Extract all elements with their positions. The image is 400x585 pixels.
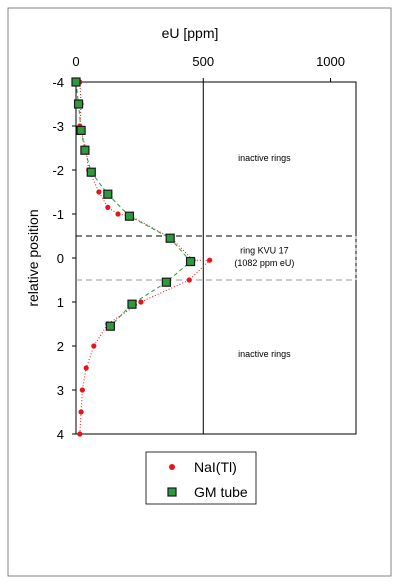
data-point-nai — [207, 257, 213, 263]
x-tick-label: 500 — [192, 54, 214, 69]
y-tick-label: 3 — [57, 383, 64, 398]
y-tick-label: -4 — [52, 75, 64, 90]
x-tick-label: 1000 — [316, 54, 345, 69]
data-point-gm — [73, 99, 84, 109]
y-tick-label: -3 — [52, 119, 64, 134]
legend-gm-label: GM tube — [194, 484, 248, 500]
data-point-nai — [105, 204, 111, 210]
data-point-gm — [80, 145, 90, 155]
data-point-nai — [138, 299, 144, 305]
data-point-gm — [161, 277, 171, 287]
data-point-gm — [103, 189, 113, 199]
data-point-nai — [83, 365, 89, 371]
data-point-gm — [165, 233, 175, 243]
x-tick-label: 0 — [72, 54, 79, 69]
y-tick-label: 2 — [57, 339, 64, 354]
data-point-gm — [71, 77, 81, 87]
legend-nai-label: NaI(Tl) — [194, 459, 237, 475]
data-point-nai — [78, 409, 84, 415]
x-axis-ticks: 0 500 1000 — [72, 54, 345, 82]
annotation-text: (1082 ppm eU) — [234, 258, 294, 268]
data-point-nai — [96, 189, 102, 195]
y-axis-label: relative position — [25, 209, 41, 306]
data-point-gm — [76, 125, 86, 136]
data-point-nai — [186, 277, 192, 283]
data-point-nai — [77, 431, 83, 437]
data-point-nai — [115, 211, 121, 217]
annotation-text: inactive rings — [238, 153, 291, 163]
ring-band — [76, 235, 357, 281]
data-point-gm — [105, 321, 115, 331]
y-tick-label: 1 — [57, 295, 64, 310]
data-point-gm — [124, 211, 135, 221]
data-point-gm — [185, 256, 196, 267]
y-tick-label: -1 — [52, 207, 64, 222]
annotation-text: ring KVU 17 — [240, 246, 289, 256]
data-point-gm — [127, 299, 137, 309]
data-point-nai — [79, 387, 85, 393]
x-axis-label: eU [ppm] — [162, 25, 219, 41]
legend: NaI(Tl) GM tube — [145, 451, 257, 505]
data-point-nai — [91, 343, 97, 349]
legend-gm-marker — [167, 487, 177, 497]
legend-box — [145, 451, 257, 505]
legend-nai-marker — [169, 464, 175, 470]
annotations: inactive rings ring KVU 17 (1082 ppm eU) in… — [234, 153, 294, 359]
y-tick-label: -2 — [52, 163, 64, 178]
y-tick-label: 4 — [57, 427, 64, 442]
annotation-text: inactive rings — [238, 349, 291, 359]
series-layer — [71, 77, 213, 437]
data-point-gm — [86, 167, 96, 177]
y-tick-label: 0 — [57, 251, 64, 266]
